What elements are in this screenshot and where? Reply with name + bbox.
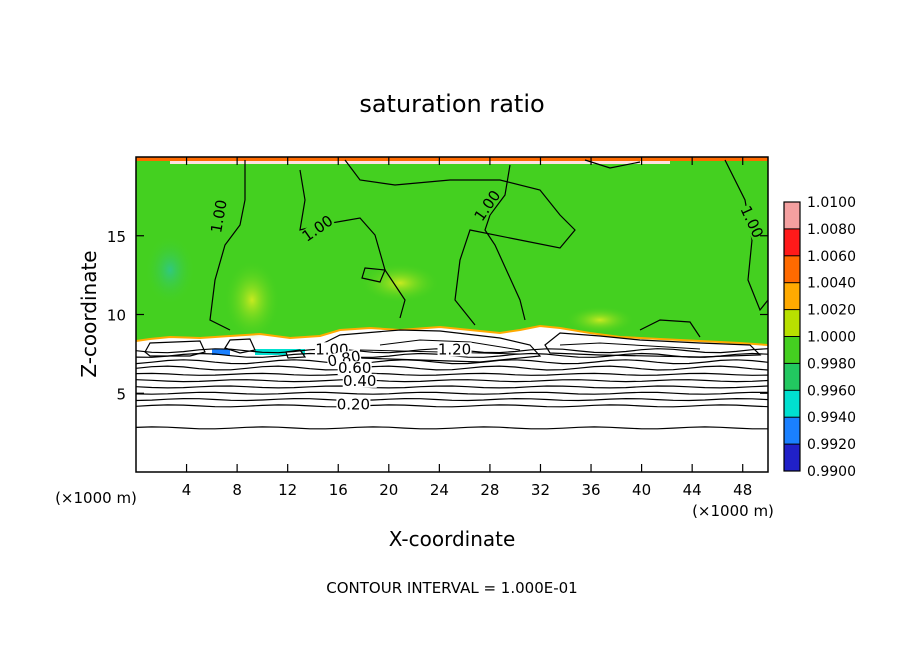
y-tick-label: 10 [107,307,126,325]
contour-line [299,169,406,319]
colorbar-swatch [784,202,800,229]
x-tick-label: 24 [430,481,449,499]
y-tick-label: 15 [107,228,126,246]
colorbar-swatch [784,228,800,256]
colorbar-swatch [784,255,800,283]
contour-label-group: 1.20 [437,340,472,358]
x-tick-label: 48 [733,481,752,499]
contour-label-bg [471,187,503,224]
contour-line [584,159,641,169]
contour-label-bg [336,397,371,412]
x-tick-label: 16 [329,481,348,499]
field-blob [565,306,635,334]
colorbar-label: 0.9900 [807,464,856,480]
contour-label-group: 0.40 [342,372,377,390]
colorbar-swatch [784,363,800,391]
contour-line [136,404,768,408]
field-blob [224,260,280,340]
colorbar-label: 0.9940 [807,410,856,426]
contour-line [136,426,768,430]
contour-interval-footer: CONTOUR INTERVAL = 1.000E-01 [326,579,577,597]
y-axis: 5 10 15 [107,228,768,403]
colorbar-swatch [784,282,800,310]
field-blue-patch [212,349,230,355]
x-units-right: (×1000 m) [692,502,774,520]
x-tick-label: 8 [232,481,242,499]
x-tick-label: 20 [379,481,398,499]
boundary-patch [544,332,762,358]
contour-label: 0.40 [343,372,376,390]
contour-line [136,372,768,376]
x-units-left: (×1000 m) [55,489,137,507]
contour-line [209,160,246,331]
contour-label-group: 1.00 [207,198,231,235]
contour-label-bg [299,213,336,245]
contour-label: 0.60 [338,359,371,377]
colorbar-label: 1.0080 [807,222,856,238]
field-blob [145,235,195,305]
contour-label-bg [738,203,766,241]
colorbar: 1.0100 1.0080 1.0060 1.0040 1.0020 1.0000 0.99… [783,195,856,480]
contour-line [484,164,526,321]
field-upper-region [136,157,768,345]
colorbar-label: 1.0020 [807,303,856,319]
chart-title: saturation ratio [359,90,544,118]
field-plot: 1.00 1.001.00 1.001.201.000.800.600.400.20 [136,157,768,472]
x-tick-label: 12 [278,481,297,499]
field-top-band [170,161,670,164]
y-axis-label: Z-coordinate [77,250,101,377]
x-tick-label: 44 [683,481,702,499]
x-tick-label: 36 [581,481,600,499]
contour-line [361,267,386,283]
contour-label-group: 0.60 [337,359,372,377]
contour-line [136,379,768,383]
contour-line [639,319,701,338]
x-axis-label: X-coordinate [389,527,516,551]
x-tick-label: 4 [182,481,192,499]
x-tick-label: 32 [531,481,550,499]
colorbar-swatch [784,309,800,337]
colorbar-label: 0.9960 [807,383,856,399]
x-tick-label: 40 [632,481,651,499]
contour-line [724,159,768,312]
contour-line [136,385,768,389]
contour-line [379,339,521,351]
contour-line [344,159,576,326]
field-blob [360,263,440,303]
contour-line [136,365,768,371]
contour-line [559,342,701,350]
contour-label: 1.00 [207,198,231,234]
colorbar-label: 1.0040 [807,276,856,292]
contour-label-group: 0.20 [336,395,371,413]
contour-label: 0.20 [337,395,370,413]
contour-label-bg [342,373,377,388]
colorbar-label: 1.0000 [807,330,856,346]
x-tick-label: 28 [480,481,499,499]
contour-lines [209,159,768,338]
colorbar-swatch [784,444,800,471]
contour-label-bg [209,198,229,235]
contour-label-bg [337,361,372,376]
contour-line [136,391,768,395]
colorbar-swatch [784,390,800,418]
contour-line [136,359,768,365]
x-axis: 4 8 12 16 20 24 28 32 36 40 44 48 [182,157,752,499]
contour-line [136,397,768,402]
contour-label-bg [437,342,472,357]
boundary-patches [144,329,762,363]
colorbar-label: 0.9980 [807,356,856,372]
field-top-band [136,157,768,161]
lower-contours [136,348,768,430]
colorbar-label: 1.0060 [807,249,856,265]
colorbar-label: 1.0100 [807,195,856,211]
colorbar-swatch [784,336,800,364]
colorbar-label: 0.9920 [807,437,856,453]
contour-label: 1.20 [438,340,471,358]
field-boundary-band [136,324,768,346]
colorbar-swatch [784,417,800,445]
y-tick-label: 5 [116,385,126,403]
